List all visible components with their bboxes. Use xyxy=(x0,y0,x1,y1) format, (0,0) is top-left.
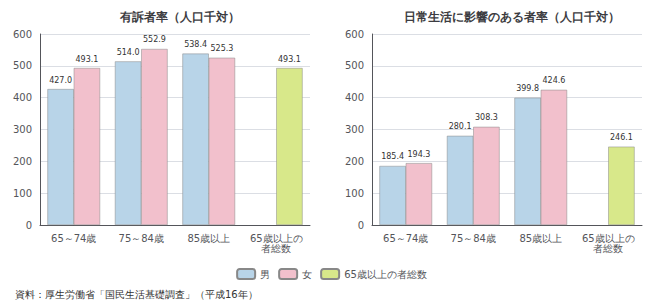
svg-text:514.0: 514.0 xyxy=(117,48,140,57)
svg-text:200: 200 xyxy=(13,156,32,167)
svg-text:75～84歳: 75～84歳 xyxy=(451,233,496,244)
svg-text:65～74歳: 65～74歳 xyxy=(383,233,428,244)
svg-text:200: 200 xyxy=(345,156,364,167)
svg-text:424.6: 424.6 xyxy=(542,76,565,85)
svg-text:0: 0 xyxy=(26,220,32,231)
svg-text:500: 500 xyxy=(13,60,32,71)
svg-text:300: 300 xyxy=(13,124,32,135)
svg-text:600: 600 xyxy=(345,29,364,40)
svg-text:427.0: 427.0 xyxy=(49,76,72,85)
svg-text:女: 女 xyxy=(302,269,312,280)
svg-text:100: 100 xyxy=(345,188,364,199)
svg-text:493.1: 493.1 xyxy=(75,55,98,64)
svg-text:185.4: 185.4 xyxy=(381,152,404,161)
svg-text:有訴者率（人口千対）: 有訴者率（人口千対） xyxy=(119,10,240,24)
svg-text:500: 500 xyxy=(345,60,364,71)
svg-text:538.4: 538.4 xyxy=(184,40,207,49)
svg-text:399.8: 399.8 xyxy=(516,84,539,93)
svg-text:300: 300 xyxy=(345,124,364,135)
svg-text:男: 男 xyxy=(260,269,270,280)
svg-text:日常生活に影響のある者率（人口千対）: 日常生活に影響のある者率（人口千対） xyxy=(404,10,620,24)
svg-text:者総数: 者総数 xyxy=(593,243,623,254)
svg-text:308.3: 308.3 xyxy=(475,113,498,122)
svg-text:280.1: 280.1 xyxy=(449,122,472,131)
svg-text:552.9: 552.9 xyxy=(143,35,166,44)
svg-text:400: 400 xyxy=(13,92,32,103)
svg-text:400: 400 xyxy=(345,92,364,103)
svg-text:65歳以上の者総数: 65歳以上の者総数 xyxy=(344,269,427,280)
svg-text:65～74歳: 65～74歳 xyxy=(51,233,96,244)
svg-text:246.1: 246.1 xyxy=(610,133,633,142)
svg-text:493.1: 493.1 xyxy=(278,55,301,64)
svg-text:者総数: 者総数 xyxy=(261,243,291,254)
svg-text:75～84歳: 75～84歳 xyxy=(119,233,164,244)
svg-text:194.3: 194.3 xyxy=(407,150,430,159)
svg-text:65歳以上の: 65歳以上の xyxy=(249,232,303,244)
svg-text:525.3: 525.3 xyxy=(210,44,233,53)
svg-text:100: 100 xyxy=(13,188,32,199)
svg-text:600: 600 xyxy=(13,29,32,40)
svg-text:85歳以上: 85歳以上 xyxy=(187,233,230,244)
svg-text:65歳以上の: 65歳以上の xyxy=(581,232,635,244)
svg-text:0: 0 xyxy=(358,220,364,231)
svg-text:資料：厚生労働省「国民生活基礎調査」（平成16年）: 資料：厚生労働省「国民生活基礎調査」（平成16年） xyxy=(15,289,258,300)
svg-text:85歳以上: 85歳以上 xyxy=(519,233,562,244)
